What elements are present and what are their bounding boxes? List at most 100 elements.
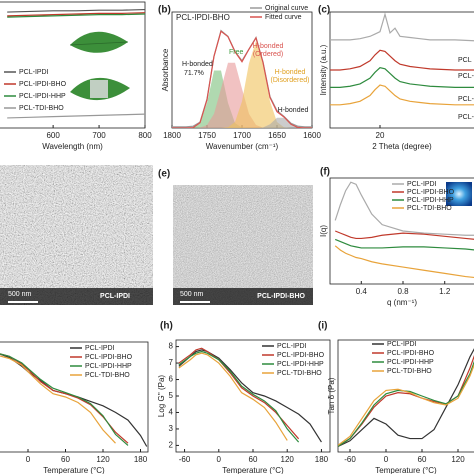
x-axis-label: Temperature (°C) [222,466,284,474]
x-tick-label: 1700 [233,131,251,140]
annotation: (Ordered) [253,51,283,58]
caption-bar [0,288,153,305]
scale-bar-label: 500 nm [180,291,204,298]
panel-label: (b) [158,5,171,16]
x-tick-label: 60 [418,455,427,464]
plot-area [0,353,148,447]
legend-label: PCL-IPDI-BHO [387,350,435,357]
legend-label: PCL-TDI-BHO [85,372,130,379]
x-tick-label: 20 [376,131,385,140]
legend-label: PCL-IPDI-HHP [387,359,434,366]
series-line [330,67,474,88]
series-line [178,347,300,440]
series-line [334,230,474,240]
y-axis-label: Absorbance [161,48,170,91]
y-tick-label: 4 [169,408,174,417]
x-tick-label: 700 [92,131,106,140]
x-tick-label: 0 [384,455,389,464]
plot-area [172,29,312,128]
image-caption: PCL-IPDI [100,293,130,300]
annotation: PCL-I [458,96,474,103]
y-axis-label: Intensity (a.u.) [319,44,328,95]
x-tick-label: 120 [281,455,295,464]
y-axis-label: I(q) [319,225,328,237]
legend-label: PCL-TDI-BHO [277,370,322,377]
series-line [7,8,145,13]
annotation: Free [229,49,244,56]
legend-label: PCL-IPDI [407,181,437,188]
series-line [0,355,116,444]
panel-label: (i) [318,321,327,332]
x-tick-label: 60 [249,455,258,464]
saxs-inset [446,182,472,206]
legend-label: PCL-IPDI-BHO [19,81,67,88]
legend-label: PCL-IPDI-HHP [277,361,324,368]
x-tick-label: 0 [26,455,31,464]
plot-area [338,348,474,447]
panel-label: (c) [318,5,330,16]
x-axis-label: 2 Theta (degree) [372,142,432,151]
plot-frame [0,341,149,453]
x-tick-label: 120 [451,455,465,464]
annotation: (Disordered) [271,77,310,84]
tem-image [0,165,153,305]
panel-label: (e) [158,169,170,180]
x-tick-label: -60 [344,455,356,464]
legend-label: PCL-IPDI-HHP [407,197,454,204]
x-tick-label: 180 [315,455,329,464]
image-caption: PCL-IPDI-BHO [257,293,305,300]
x-axis-label: Wavelength (nm) [42,142,103,151]
y-axis-label: Log G'' (Pa) [157,375,166,418]
annotation: H-bonded [182,61,213,68]
legend-label: PCL-TDI-BHO [387,368,432,375]
x-tick-label: 1800 [163,131,181,140]
x-tick-label: 800 [138,131,152,140]
annotation: PCL- [458,114,474,121]
peak-area [172,117,312,128]
peak-area [172,41,312,128]
y-axis-label: Tan δ (Pa) [327,377,336,414]
series-line [330,84,474,106]
panel-label: (h) [160,321,173,332]
plot-area [330,12,474,106]
y-tick-label: 5 [169,391,174,400]
y-tick-label: 3 [169,424,174,433]
peak-area [172,70,312,128]
leaf-photo [70,77,130,101]
legend-label: PCL-IPDI-BHO [85,354,133,361]
x-axis-label: Temperature (°C) [375,466,437,474]
x-tick-label: 120 [96,455,110,464]
legend-label: PCL-IPDI [277,343,307,350]
series-line [338,363,474,446]
annotation: 71.7% [184,70,204,77]
x-tick-label: 600 [46,131,60,140]
x-tick-label: 1600 [303,131,321,140]
legend-label: PCL-IPDI-BHO [277,352,325,359]
x-tick-label: 1650 [268,131,286,140]
series-line [334,245,474,279]
series-line [0,353,129,446]
chart-title: PCL-IPDI-BHO [176,13,230,22]
y-tick-label: 6 [169,375,174,384]
legend-label: PCL-IPDI [19,69,49,76]
x-tick-label: -60 [179,455,191,464]
annotation: PCL [458,57,472,64]
x-axis-label: q (nm⁻¹) [387,298,417,307]
plot-area [334,181,474,279]
leaf-photo [69,31,129,53]
series-line [178,352,288,441]
legend-label: PCL-TDI-BHO [407,205,452,212]
series-line [7,13,145,18]
plot-frame [337,339,474,453]
x-tick-label: 1.2 [439,287,451,296]
series-line [172,30,312,128]
plot-frame [0,1,146,129]
legend-label: PCL-IPDI [85,345,115,352]
legend-label: PCL-IPDI-HHP [85,363,132,370]
annotation: H-bonded [253,43,284,50]
series-line [338,360,474,447]
x-tick-label: 0 [217,455,222,464]
x-tick-label: 180 [134,455,148,464]
x-tick-label: 60 [61,455,70,464]
